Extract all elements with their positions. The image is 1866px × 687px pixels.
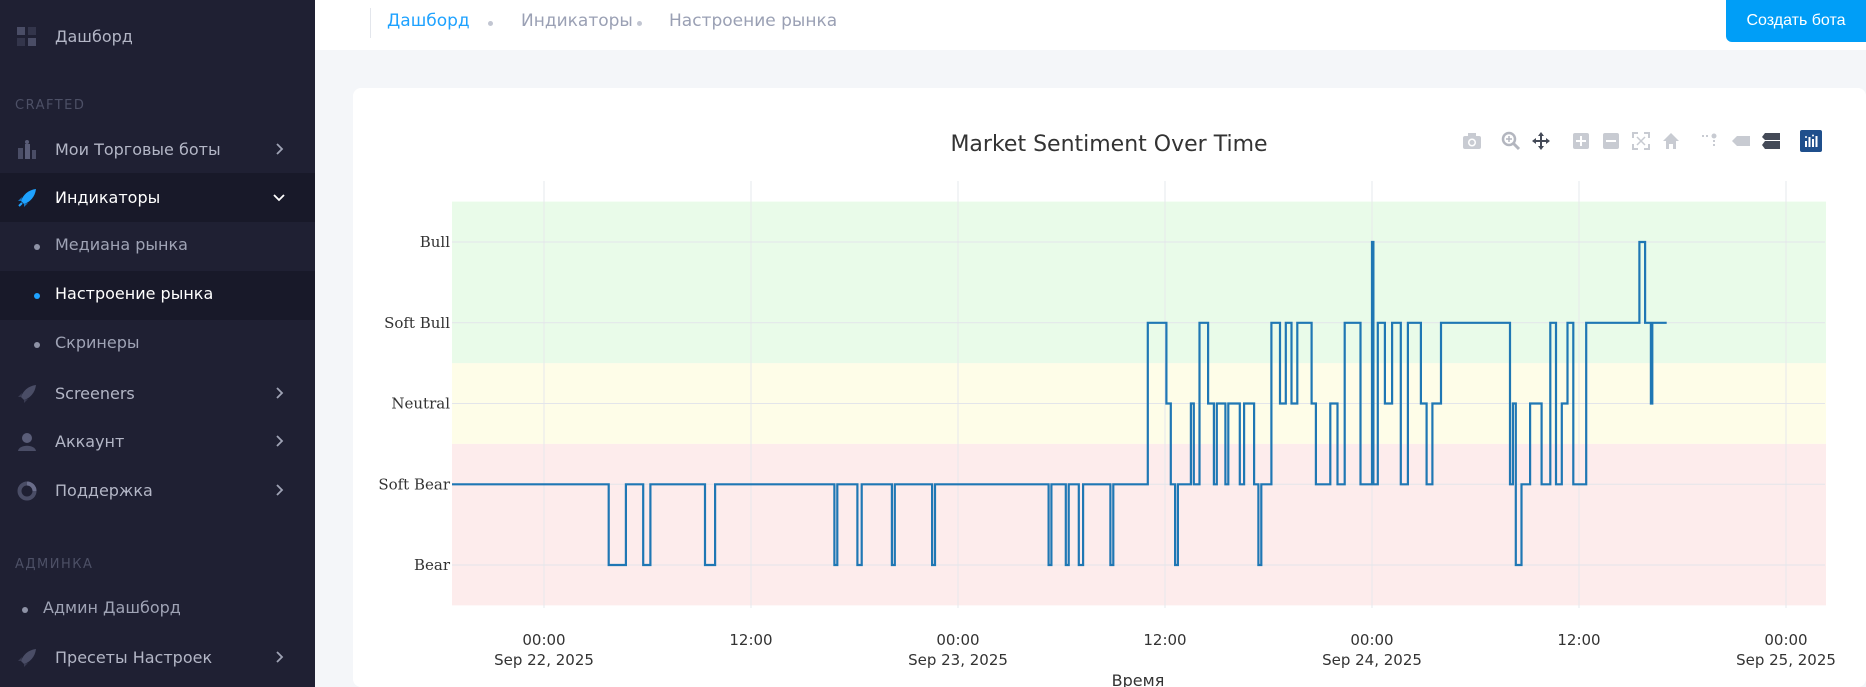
sidebar-item-label: Админ Дашборд xyxy=(43,598,181,617)
breadcrumb-separator xyxy=(488,21,493,26)
chevron-right-icon xyxy=(276,143,284,155)
sidebar-item-label: Поддержка xyxy=(55,481,153,500)
hover-compare-icon[interactable] xyxy=(1760,130,1782,152)
sidebar-item-account[interactable]: Аккаунт xyxy=(0,417,315,466)
section-crafted: CRAFTED xyxy=(15,98,86,113)
sidebar-item-label: Дашборд xyxy=(55,27,133,46)
sidebar-item-trading-bots[interactable]: Мои Торговые боты xyxy=(0,125,315,174)
sidebar-item-label: Мои Торговые боты xyxy=(55,140,221,159)
user-icon xyxy=(16,431,38,453)
bullet-icon xyxy=(34,293,40,299)
hover-closest-icon[interactable] xyxy=(1730,130,1752,152)
y-tick-label: Bull xyxy=(420,233,450,251)
breadcrumb-dashboard[interactable]: Дашборд xyxy=(387,11,470,31)
plotly-logo-icon[interactable] xyxy=(1800,130,1822,152)
y-tick-label: Soft Bear xyxy=(378,475,450,493)
sidebar-item-label: Пресеты Настроек xyxy=(55,648,213,667)
topbar: Дашборд Индикаторы Настроение рынка xyxy=(315,0,1866,50)
x-tick-label: Sep 24, 2025 xyxy=(1322,651,1422,669)
bullet-icon xyxy=(34,342,40,348)
y-tick-label: Neutral xyxy=(391,395,450,413)
x-axis-label: Время xyxy=(1112,671,1165,687)
chart-title: Market Sentiment Over Time xyxy=(950,132,1267,157)
sidebar-subitem-label: Скринеры xyxy=(55,333,140,352)
home-icon[interactable] xyxy=(1660,130,1682,152)
pan-icon[interactable] xyxy=(1530,130,1552,152)
chevron-down-icon xyxy=(273,194,285,202)
sidebar-item-presets[interactable]: Пресеты Настроек xyxy=(0,633,315,682)
sidebar: Дашборд CRAFTED Мои Торговые боты Индика… xyxy=(0,0,315,687)
y-tick-label: Soft Bull xyxy=(384,314,450,332)
x-tick-label: Sep 22, 2025 xyxy=(494,651,594,669)
chevron-right-icon xyxy=(276,484,284,496)
sidebar-item-label: Аккаунт xyxy=(55,432,125,451)
bots-icon xyxy=(16,139,38,161)
x-tick-label: 00:00 xyxy=(936,631,979,649)
breadcrumb-indicators[interactable]: Индикаторы xyxy=(521,11,633,31)
chevron-right-icon xyxy=(276,435,284,447)
autoscale-icon[interactable] xyxy=(1630,130,1652,152)
bullet-icon xyxy=(22,607,28,613)
rocket-icon xyxy=(16,647,38,669)
sidebar-subitem-market-sentiment[interactable]: Настроение рынка xyxy=(0,271,315,320)
x-tick-label: 00:00 xyxy=(522,631,565,649)
series-line xyxy=(452,240,1667,567)
sidebar-item-support[interactable]: Поддержка xyxy=(0,466,315,515)
x-tick-label: 12:00 xyxy=(1143,631,1186,649)
support-icon xyxy=(16,480,38,502)
x-tick-label: 00:00 xyxy=(1764,631,1807,649)
zoom-icon[interactable] xyxy=(1500,130,1522,152)
divider xyxy=(370,8,371,38)
chevron-right-icon xyxy=(276,651,284,663)
sidebar-item-admin-dashboard[interactable]: Админ Дашборд xyxy=(0,585,315,634)
chevron-right-icon xyxy=(276,387,284,399)
sidebar-subitem-market-median[interactable]: Медиана рынка xyxy=(0,222,315,271)
y-tick-label: Bear xyxy=(414,556,451,574)
sidebar-item-dashboard[interactable]: Дашборд xyxy=(0,12,315,61)
sentiment-chart: Bear Soft Bear Neutral Soft Bull Bull 00:00 S… xyxy=(378,132,1836,687)
zone-bull xyxy=(452,201,1826,364)
sidebar-item-screeners[interactable]: Screeners xyxy=(0,369,315,418)
sidebar-subitem-screeners[interactable]: Скринеры xyxy=(0,320,315,369)
zone-bear xyxy=(452,443,1826,606)
create-bot-button[interactable]: Создать бота xyxy=(1726,0,1866,42)
x-tick-label: 12:00 xyxy=(729,631,772,649)
spike-lines-icon[interactable] xyxy=(1698,130,1720,152)
rocket-icon xyxy=(16,187,38,209)
x-tick-label: Sep 23, 2025 xyxy=(908,651,1008,669)
rocket-icon xyxy=(16,383,38,405)
breadcrumb-separator xyxy=(637,21,642,26)
sidebar-item-label: Screeners xyxy=(55,384,135,403)
sidebar-item-indicators[interactable]: Индикаторы xyxy=(0,173,315,222)
zoom-out-icon[interactable] xyxy=(1600,130,1622,152)
x-tick-label: 00:00 xyxy=(1350,631,1393,649)
zoom-in-icon[interactable] xyxy=(1570,130,1592,152)
bullet-icon xyxy=(34,244,40,250)
x-tick-label: Sep 25, 2025 xyxy=(1736,651,1836,669)
sidebar-item-label: Индикаторы xyxy=(55,188,161,207)
camera-icon[interactable] xyxy=(1461,130,1483,152)
breadcrumb-current: Настроение рынка xyxy=(669,11,838,31)
sidebar-subitem-label: Медиана рынка xyxy=(55,235,188,254)
x-tick-label: 12:00 xyxy=(1557,631,1600,649)
dashboard-icon xyxy=(16,26,38,48)
sidebar-subitem-label: Настроение рынка xyxy=(55,284,214,303)
section-admin: АДМИНКА xyxy=(15,557,94,572)
